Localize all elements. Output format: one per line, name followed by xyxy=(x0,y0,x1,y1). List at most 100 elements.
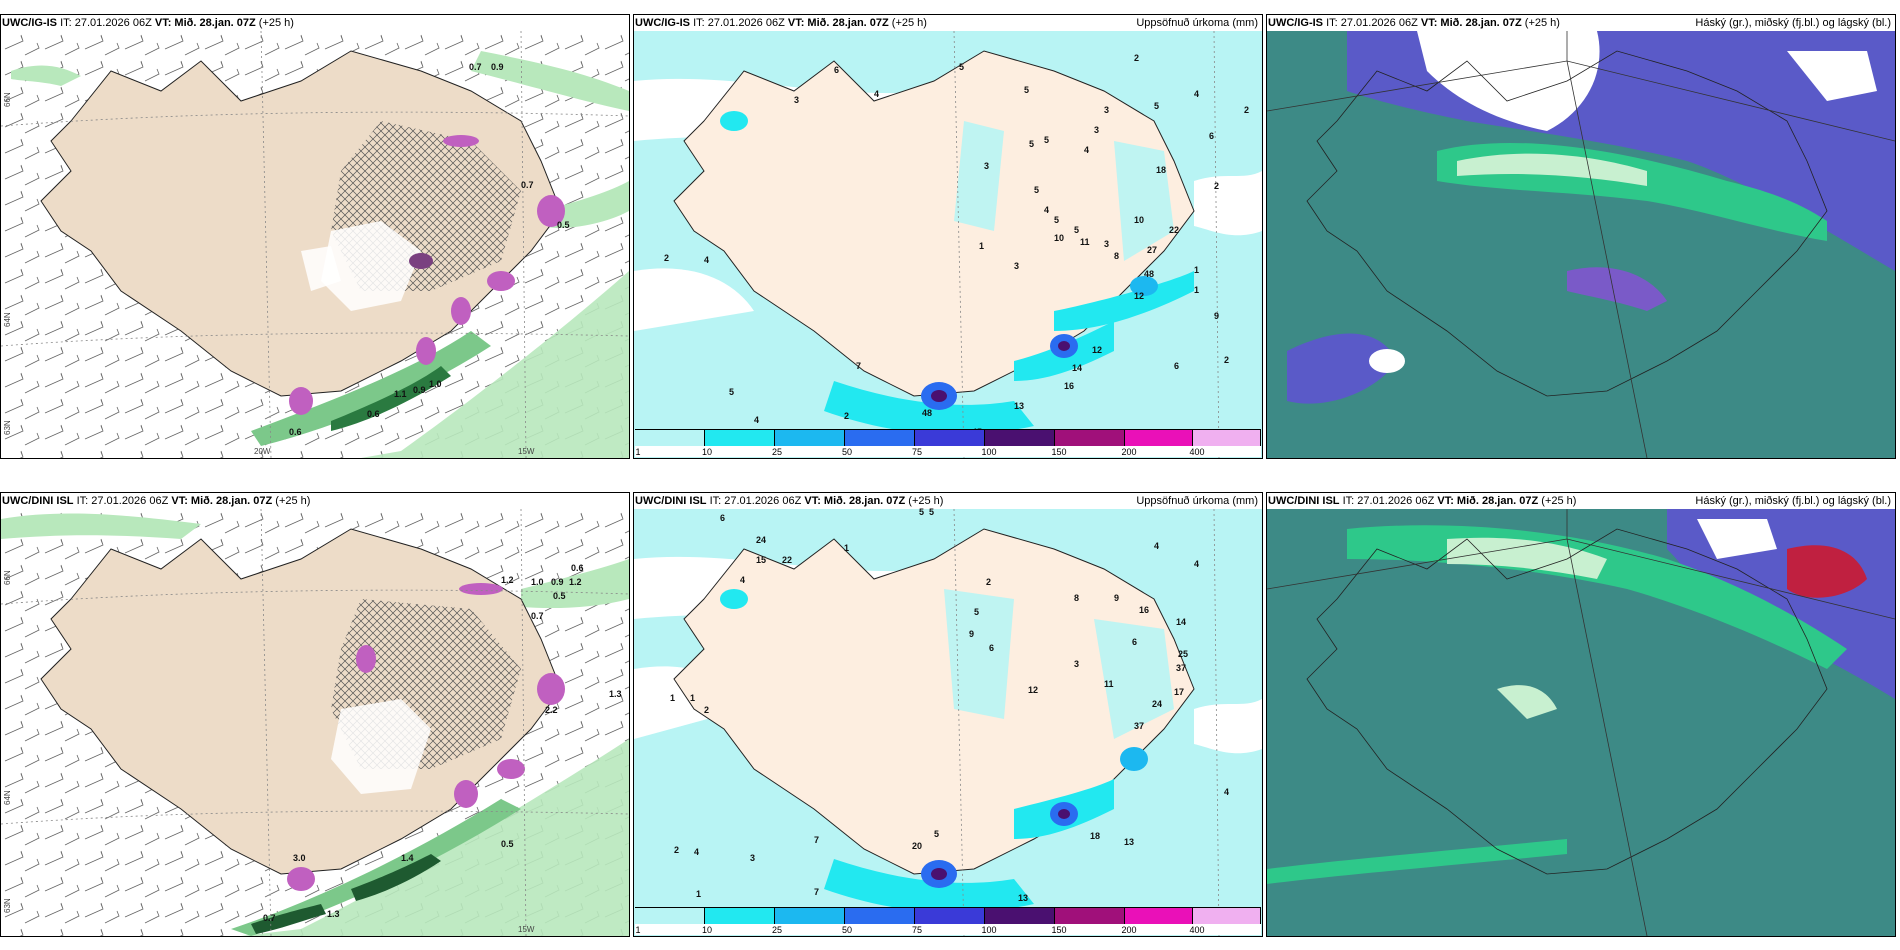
precip-cell xyxy=(454,780,478,808)
precip-value: 4 xyxy=(1194,559,1200,569)
precip-value: 18 xyxy=(1090,831,1101,841)
panel-header: UWC/IG-IS IT: 27.01.2026 06Z VT: Mið. 28… xyxy=(1268,17,1560,30)
map-canvas xyxy=(1,31,629,458)
precip-value: 27 xyxy=(1147,245,1158,255)
precip-value: 7 xyxy=(856,361,862,371)
precip-value: 4 xyxy=(874,89,880,99)
colorbar-tick: 75 xyxy=(911,447,923,457)
panel-title: Háský (gr.), miðský (fj.bl.) og lágský (… xyxy=(1695,495,1891,507)
panel-top-left: UWC/IG-IS IT: 27.01.2026 06Z VT: Mið. 28… xyxy=(0,14,630,459)
initial-time: IT: 27.01.2026 06Z xyxy=(76,495,169,507)
colorbar-tick: 200 xyxy=(1121,925,1137,935)
colorbar-tick: 10 xyxy=(701,447,713,457)
valid-time: Mið. 28.jan. 07Z xyxy=(823,495,906,507)
map-canvas xyxy=(634,509,1262,936)
panel-title: Háský (gr.), miðský (fj.bl.) og lágský (… xyxy=(1695,17,1891,29)
panel-bottom-left: UWC/DINI ISL IT: 27.01.2026 06Z VT: Mið.… xyxy=(0,492,630,937)
map-canvas xyxy=(634,31,1262,458)
precip-value: 2 xyxy=(1214,181,1220,191)
precip-value: 6 xyxy=(989,643,995,653)
precip-value: 4 xyxy=(1044,205,1050,215)
colorbar-segment xyxy=(845,907,915,924)
precip-band xyxy=(241,739,629,936)
colorbar-tick: 400 xyxy=(1189,925,1205,935)
colorbar-tick: 150 xyxy=(1051,925,1067,935)
precip-value: 4 xyxy=(1224,787,1230,797)
lon-label: 20W xyxy=(254,447,271,456)
wind-value: 0.5 xyxy=(557,220,570,230)
precip-area xyxy=(954,121,1004,231)
wind-value: 0.9 xyxy=(551,577,564,587)
lead-time: (+25 h) xyxy=(1524,17,1560,29)
precip-area xyxy=(824,381,1034,435)
precip-colorbar: 1 10 25 50 75 100 150 200 400 xyxy=(635,907,1261,935)
precip-value: 2 xyxy=(1134,53,1140,63)
lon-label: 15W xyxy=(518,447,535,456)
colorbar-tick: 1 xyxy=(635,925,641,935)
region-boundaries xyxy=(1267,31,1895,458)
model-name: UWC/DINI ISL xyxy=(1268,495,1340,507)
colorbar-segment xyxy=(985,429,1055,446)
colorbar-segment xyxy=(705,907,775,924)
wind-value: 1.2 xyxy=(501,575,514,585)
panel-header: UWC/DINI ISL IT: 27.01.2026 06Z VT: Mið.… xyxy=(635,495,943,508)
precip-value: 11 xyxy=(1104,679,1114,689)
accumulated-precip-map xyxy=(634,509,1262,936)
wind-value: 0.6 xyxy=(289,427,302,437)
precip-value: 4 xyxy=(694,847,700,857)
colorbar-tick: 50 xyxy=(841,925,853,935)
wind-precip-map xyxy=(1,509,629,936)
initial-time: IT: 27.01.2026 06Z xyxy=(60,17,152,29)
precip-value: 4 xyxy=(1084,145,1090,155)
colorbar-segment xyxy=(915,907,985,924)
precip-value: 1 xyxy=(696,889,702,899)
precip-value: 3 xyxy=(1094,125,1100,135)
precip-cell xyxy=(416,337,436,365)
precip-cell xyxy=(356,645,376,673)
colorbar-segment xyxy=(635,907,705,924)
mid-cloud-area xyxy=(1287,333,1397,404)
initial-time: IT: 27.01.2026 06Z xyxy=(709,495,802,507)
no-precip-area xyxy=(1194,171,1262,236)
precip-value: 12 xyxy=(1092,345,1103,355)
region-boundaries xyxy=(1267,509,1895,936)
wind-value: 1.2 xyxy=(569,577,582,587)
colorbar-segment xyxy=(635,429,705,446)
lat-label: 63N xyxy=(3,898,12,913)
precip-area xyxy=(944,589,1014,719)
panel-header: UWC/IG-IS IT: 27.01.2026 06Z VT: Mið. 28… xyxy=(635,17,927,30)
precip-value: 17 xyxy=(1174,687,1185,697)
accumulated-precip-map xyxy=(634,31,1262,458)
wind-value: 1.4 xyxy=(401,853,414,863)
precip-value: 10 xyxy=(1134,215,1145,225)
precip-value: 2 xyxy=(844,411,850,421)
precip-value: 1 xyxy=(670,693,676,703)
colorbar-segment xyxy=(1055,429,1125,446)
wind-value: 0.7 xyxy=(469,62,482,72)
precip-value: 3 xyxy=(1104,239,1110,249)
precip-value: 5 xyxy=(1024,85,1030,95)
precip-area xyxy=(1054,271,1194,331)
precip-value: 3 xyxy=(1074,659,1080,669)
precip-value: 11 xyxy=(1080,237,1090,247)
precip-value: 9 xyxy=(1214,311,1220,321)
precip-value: 2 xyxy=(664,253,670,263)
clear-area xyxy=(1697,519,1777,559)
lat-label: 66N xyxy=(3,92,12,107)
precip-value: 4 xyxy=(754,415,760,425)
wind-value: 0.5 xyxy=(553,591,566,601)
precip-value: 4 xyxy=(1154,541,1160,551)
precip-value: 5 xyxy=(929,507,935,517)
model-name: UWC/DINI ISL xyxy=(635,495,707,507)
lon-label: 15W xyxy=(518,925,535,934)
wind-value: 0.6 xyxy=(571,563,584,573)
precip-value: 10 xyxy=(1054,233,1065,243)
model-name: UWC/DINI ISL xyxy=(2,495,74,507)
precip-value: 6 xyxy=(834,65,840,75)
precip-value: 15 xyxy=(756,555,767,565)
precip-value: 2 xyxy=(1244,105,1250,115)
precip-value: 5 xyxy=(1074,225,1080,235)
wind-value: 1.3 xyxy=(327,909,340,919)
precip-cell xyxy=(451,297,471,325)
precip-value: 9 xyxy=(1114,593,1120,603)
